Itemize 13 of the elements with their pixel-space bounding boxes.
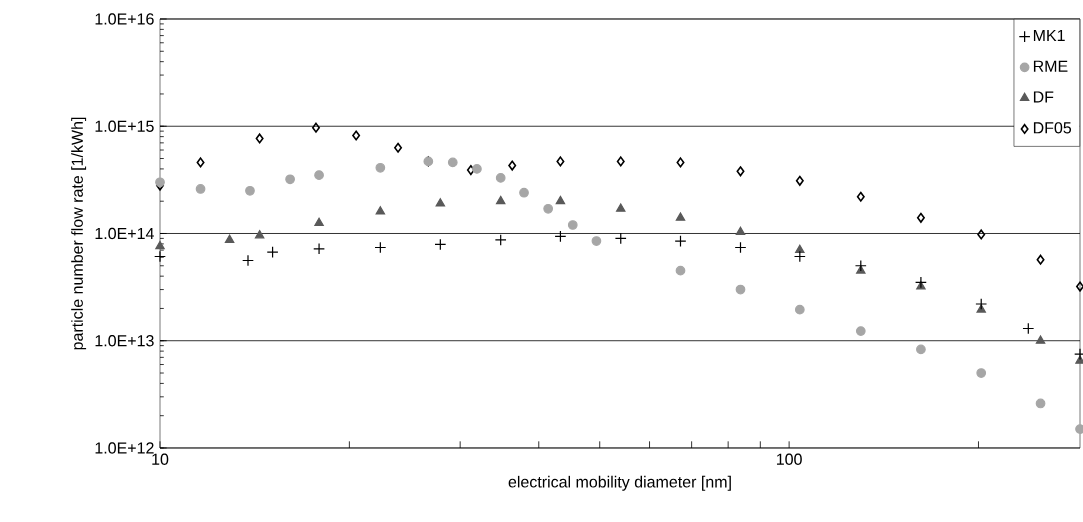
legend-label: MK1	[1033, 29, 1065, 41]
y-axis-title: particle number flow rate [1/kWh]	[71, 117, 87, 350]
y-tick-label: 1.0E+13	[95, 335, 154, 347]
y-tick-label: 1.0E+16	[95, 13, 154, 25]
x-tick-label: 10	[152, 453, 169, 465]
legend-label: RME	[1033, 60, 1068, 72]
x-axis-title: electrical mobility diameter [nm]	[508, 475, 731, 491]
legend-label: DF	[1033, 91, 1054, 103]
legend-label: DF05	[1033, 122, 1072, 134]
y-tick-label: 1.0E+15	[95, 120, 154, 132]
y-tick-label: 1.0E+12	[95, 442, 154, 454]
y-tick-label: 1.0E+14	[95, 227, 154, 240]
x-tick-label: 100	[776, 453, 802, 465]
